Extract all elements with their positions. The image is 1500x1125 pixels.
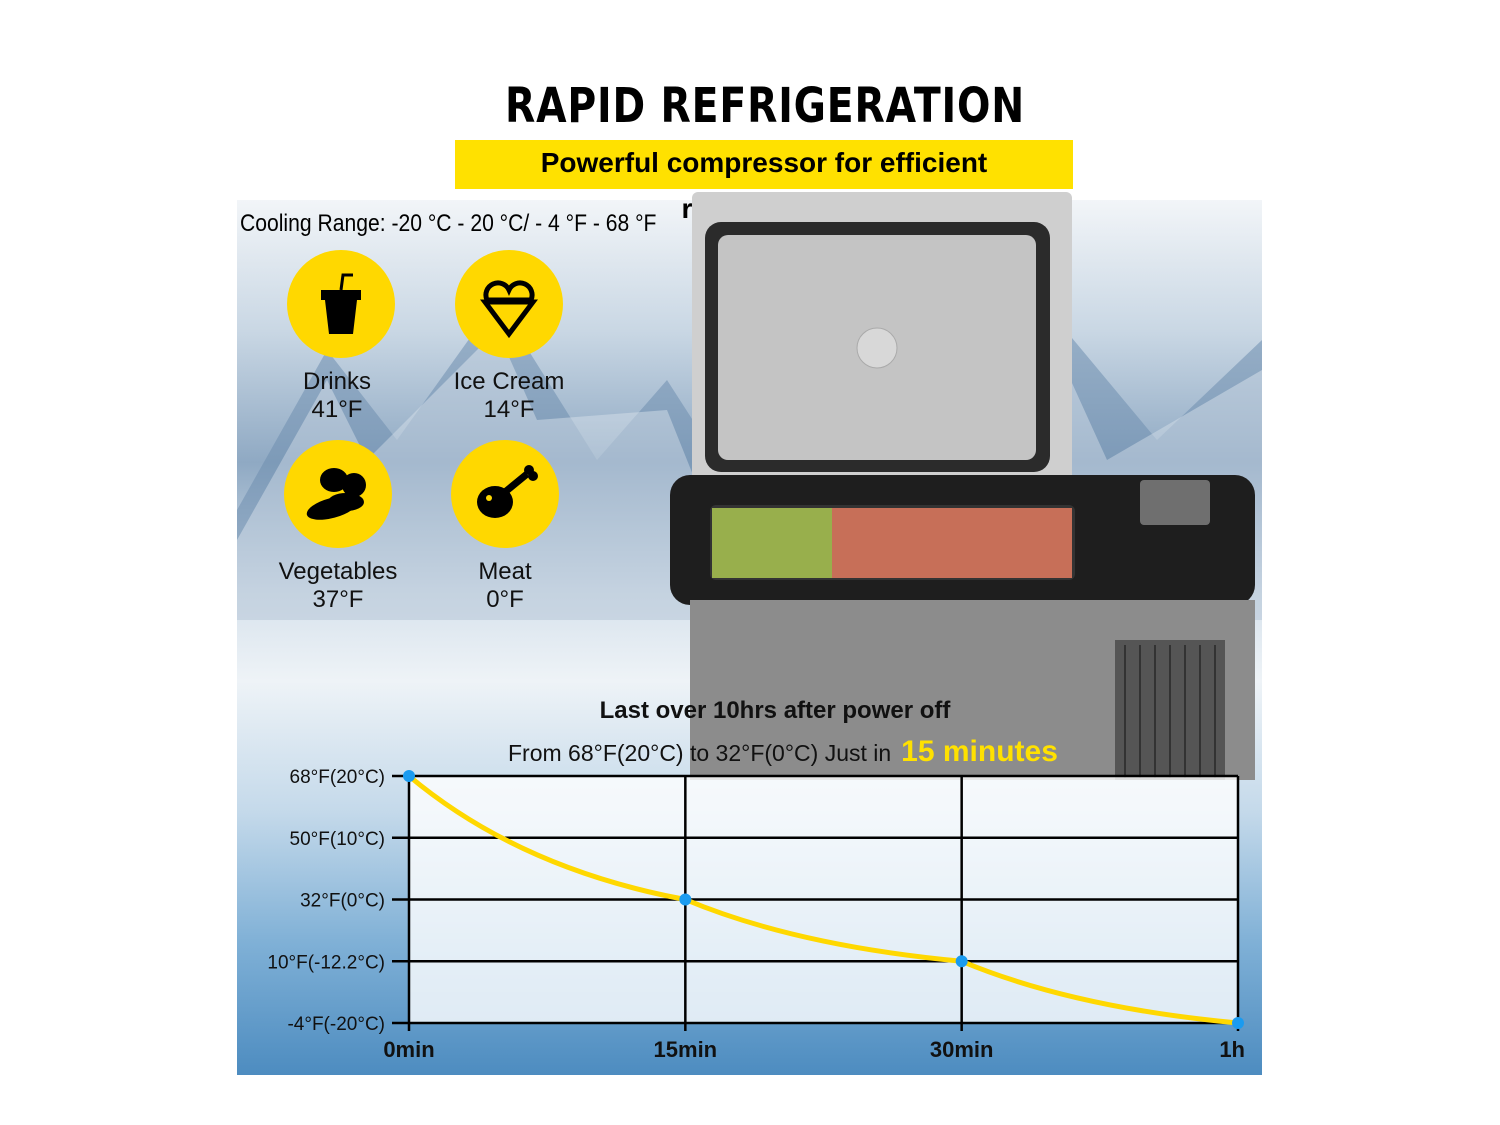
meat-icon-badge bbox=[451, 440, 559, 548]
y-tick-label: -4°F(-20°C) bbox=[287, 1014, 385, 1035]
x-tick-label: 0min bbox=[383, 1037, 434, 1062]
category-name: Ice Cream bbox=[453, 368, 565, 395]
category-temp: 0°F bbox=[486, 586, 524, 613]
y-tick-label: 50°F(10°C) bbox=[290, 829, 385, 850]
vegetables-icon bbox=[306, 468, 366, 520]
vegetables-icon-badge bbox=[284, 440, 392, 548]
category-name: Drinks bbox=[302, 368, 371, 395]
category-name: Meat bbox=[478, 558, 532, 585]
category-temp: 37°F bbox=[312, 586, 364, 613]
x-tick-label: 15min bbox=[654, 1037, 718, 1062]
y-tick-label: 68°F(20°C) bbox=[290, 767, 385, 788]
data-point bbox=[403, 770, 415, 782]
category-label-drinks: Drinks 41°F bbox=[247, 368, 427, 424]
category-label-vegetables: Vegetables 37°F bbox=[248, 558, 428, 614]
y-tick-label: 32°F(0°C) bbox=[300, 891, 385, 912]
series-line bbox=[407, 774, 1239, 1026]
y-tick-label: 10°F(-12.2°C) bbox=[267, 952, 385, 973]
ice-cream-icon-badge bbox=[455, 250, 563, 358]
data-point bbox=[1232, 1017, 1244, 1029]
category-label-ice-cream: Ice Cream 14°F bbox=[419, 368, 599, 424]
category-temp: 14°F bbox=[483, 396, 535, 423]
chart-subheading-text: From 68°F(20°C) to 32°F(0°C) Just in bbox=[508, 740, 892, 766]
data-point bbox=[679, 893, 692, 906]
fridge-illustration bbox=[670, 192, 1255, 780]
drinks-icon-badge bbox=[287, 250, 395, 358]
category-name: Vegetables bbox=[278, 558, 398, 585]
x-tick-label: 1h bbox=[1219, 1037, 1245, 1062]
data-point bbox=[955, 955, 968, 968]
ice-cream-icon bbox=[480, 280, 538, 339]
drumstick-icon bbox=[477, 465, 538, 518]
chart-heading: Last over 10hrs after power off bbox=[599, 697, 951, 724]
drink-cup-icon bbox=[321, 273, 361, 334]
chart-subheading: From 68°F(20°C) to 32°F(0°C) Just in 15 m… bbox=[508, 735, 1058, 769]
chart-highlight: 15 minutes bbox=[901, 735, 1058, 768]
cooling-range: Cooling Range: -20 °C - 20 °C/ - 4 °F - … bbox=[240, 210, 657, 237]
category-label-meat: Meat 0°F bbox=[415, 558, 595, 614]
page-title: RAPID REFRIGERATION bbox=[504, 78, 1026, 134]
x-tick-label: 30min bbox=[930, 1037, 994, 1062]
category-temp: 41°F bbox=[311, 396, 363, 423]
